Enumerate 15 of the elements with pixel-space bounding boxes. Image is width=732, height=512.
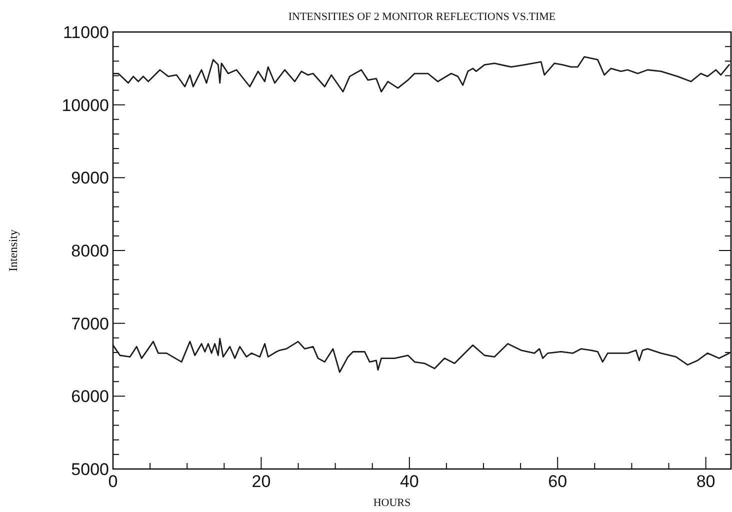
y-axis-title: Intensity <box>6 230 20 272</box>
x-tick-label: 60 <box>548 472 568 491</box>
y-tick-label: 11000 <box>62 22 109 42</box>
x-axis-title: HOURS <box>373 497 411 509</box>
y-tick-label: 7000 <box>71 314 109 334</box>
x-tick-label: 20 <box>252 472 271 491</box>
x-tick-label: 40 <box>400 472 419 491</box>
y-tick-label: 6000 <box>71 387 109 406</box>
y-tick-label: 5000 <box>71 460 109 479</box>
x-tick-label: 0 <box>108 472 118 491</box>
y-tick-label: 8000 <box>71 241 109 260</box>
chart-title: INTENSITIES OF 2 MONITOR REFLECTIONS VS.TIME <box>288 11 556 23</box>
y-tick-label: 10000 <box>62 96 109 115</box>
x-tick-label: 80 <box>696 472 716 491</box>
y-tick-label: 9000 <box>71 168 109 188</box>
